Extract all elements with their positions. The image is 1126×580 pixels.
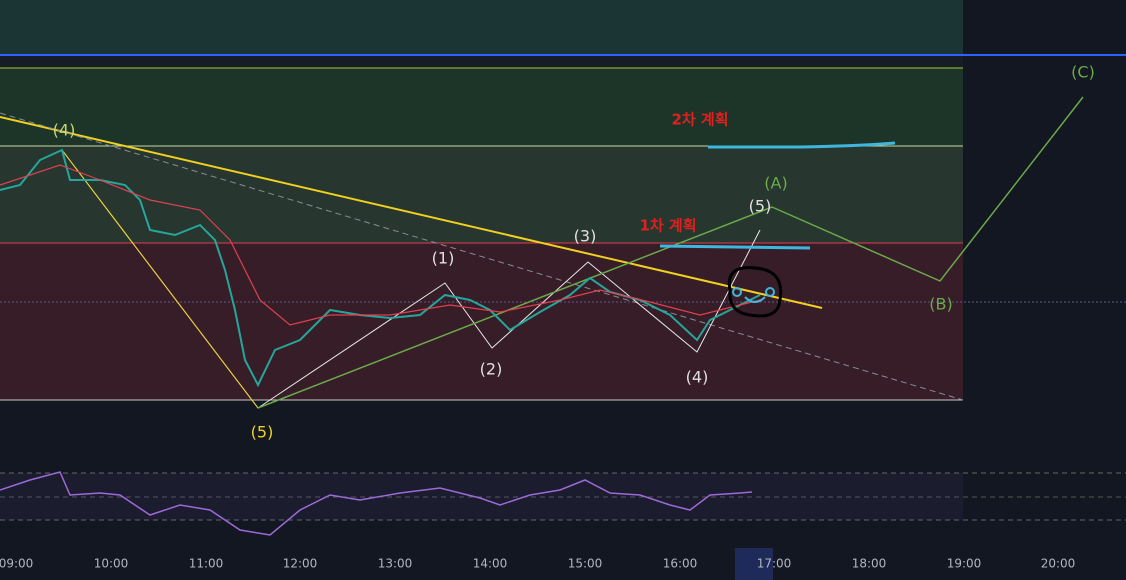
plan-label: 1차 계획 <box>639 217 696 235</box>
wave-label: (1) <box>432 249 455 268</box>
time-label: 11:00 <box>189 557 224 571</box>
wave-label: (5) <box>749 197 772 216</box>
time-label: 12:00 <box>283 557 318 571</box>
time-label: 10:00 <box>94 557 129 571</box>
doodle-eye <box>732 287 742 297</box>
doodle <box>727 266 783 318</box>
zone-gap <box>0 55 963 68</box>
wave-label: (C) <box>1071 63 1095 82</box>
time-label: 14:00 <box>473 557 508 571</box>
wave-label: (A) <box>764 174 787 193</box>
plan-label: 2차 계획 <box>671 111 728 129</box>
time-label: 09:00 <box>0 557 33 571</box>
osc-band <box>0 473 963 520</box>
wave-impulse <box>61 149 259 409</box>
wave-label: (3) <box>574 227 597 246</box>
time-label: 17:00 <box>757 557 792 571</box>
plan-line <box>659 244 811 250</box>
zone-top <box>0 0 963 55</box>
time-axis: 09:00 10:00 11:00 12:00 13:00 14:00 15:00 16:00… <box>0 557 1075 571</box>
time-highlight <box>735 548 773 580</box>
oscillator-line <box>0 471 753 536</box>
doodle-mouth <box>744 296 766 303</box>
wave-label: (B) <box>929 295 952 314</box>
wave-label: (4) <box>686 368 709 387</box>
time-label: 13:00 <box>378 557 413 571</box>
wave-label: (4) <box>53 121 76 140</box>
moving-average <box>0 164 761 326</box>
zone-green-light <box>0 146 963 243</box>
wave-labels: (4) (5) (1) (2) (3) (4) (5) (A) (B) (C) 2차 계획 1차 계획 <box>53 63 1095 442</box>
trend-dashed <box>0 112 964 401</box>
zone-red <box>0 243 963 400</box>
time-label: 19:00 <box>947 557 982 571</box>
wave-label: (2) <box>480 360 503 379</box>
time-label: 18:00 <box>852 557 887 571</box>
trend-line <box>0 116 823 309</box>
time-label: 16:00 <box>663 557 698 571</box>
zone-green <box>0 68 963 146</box>
time-label: 20:00 <box>1041 557 1076 571</box>
plan-line <box>708 141 896 149</box>
time-label: 15:00 <box>568 557 603 571</box>
wave-label: (5) <box>251 423 274 442</box>
doodle-eye <box>765 287 775 297</box>
wave-abc <box>257 96 1084 409</box>
